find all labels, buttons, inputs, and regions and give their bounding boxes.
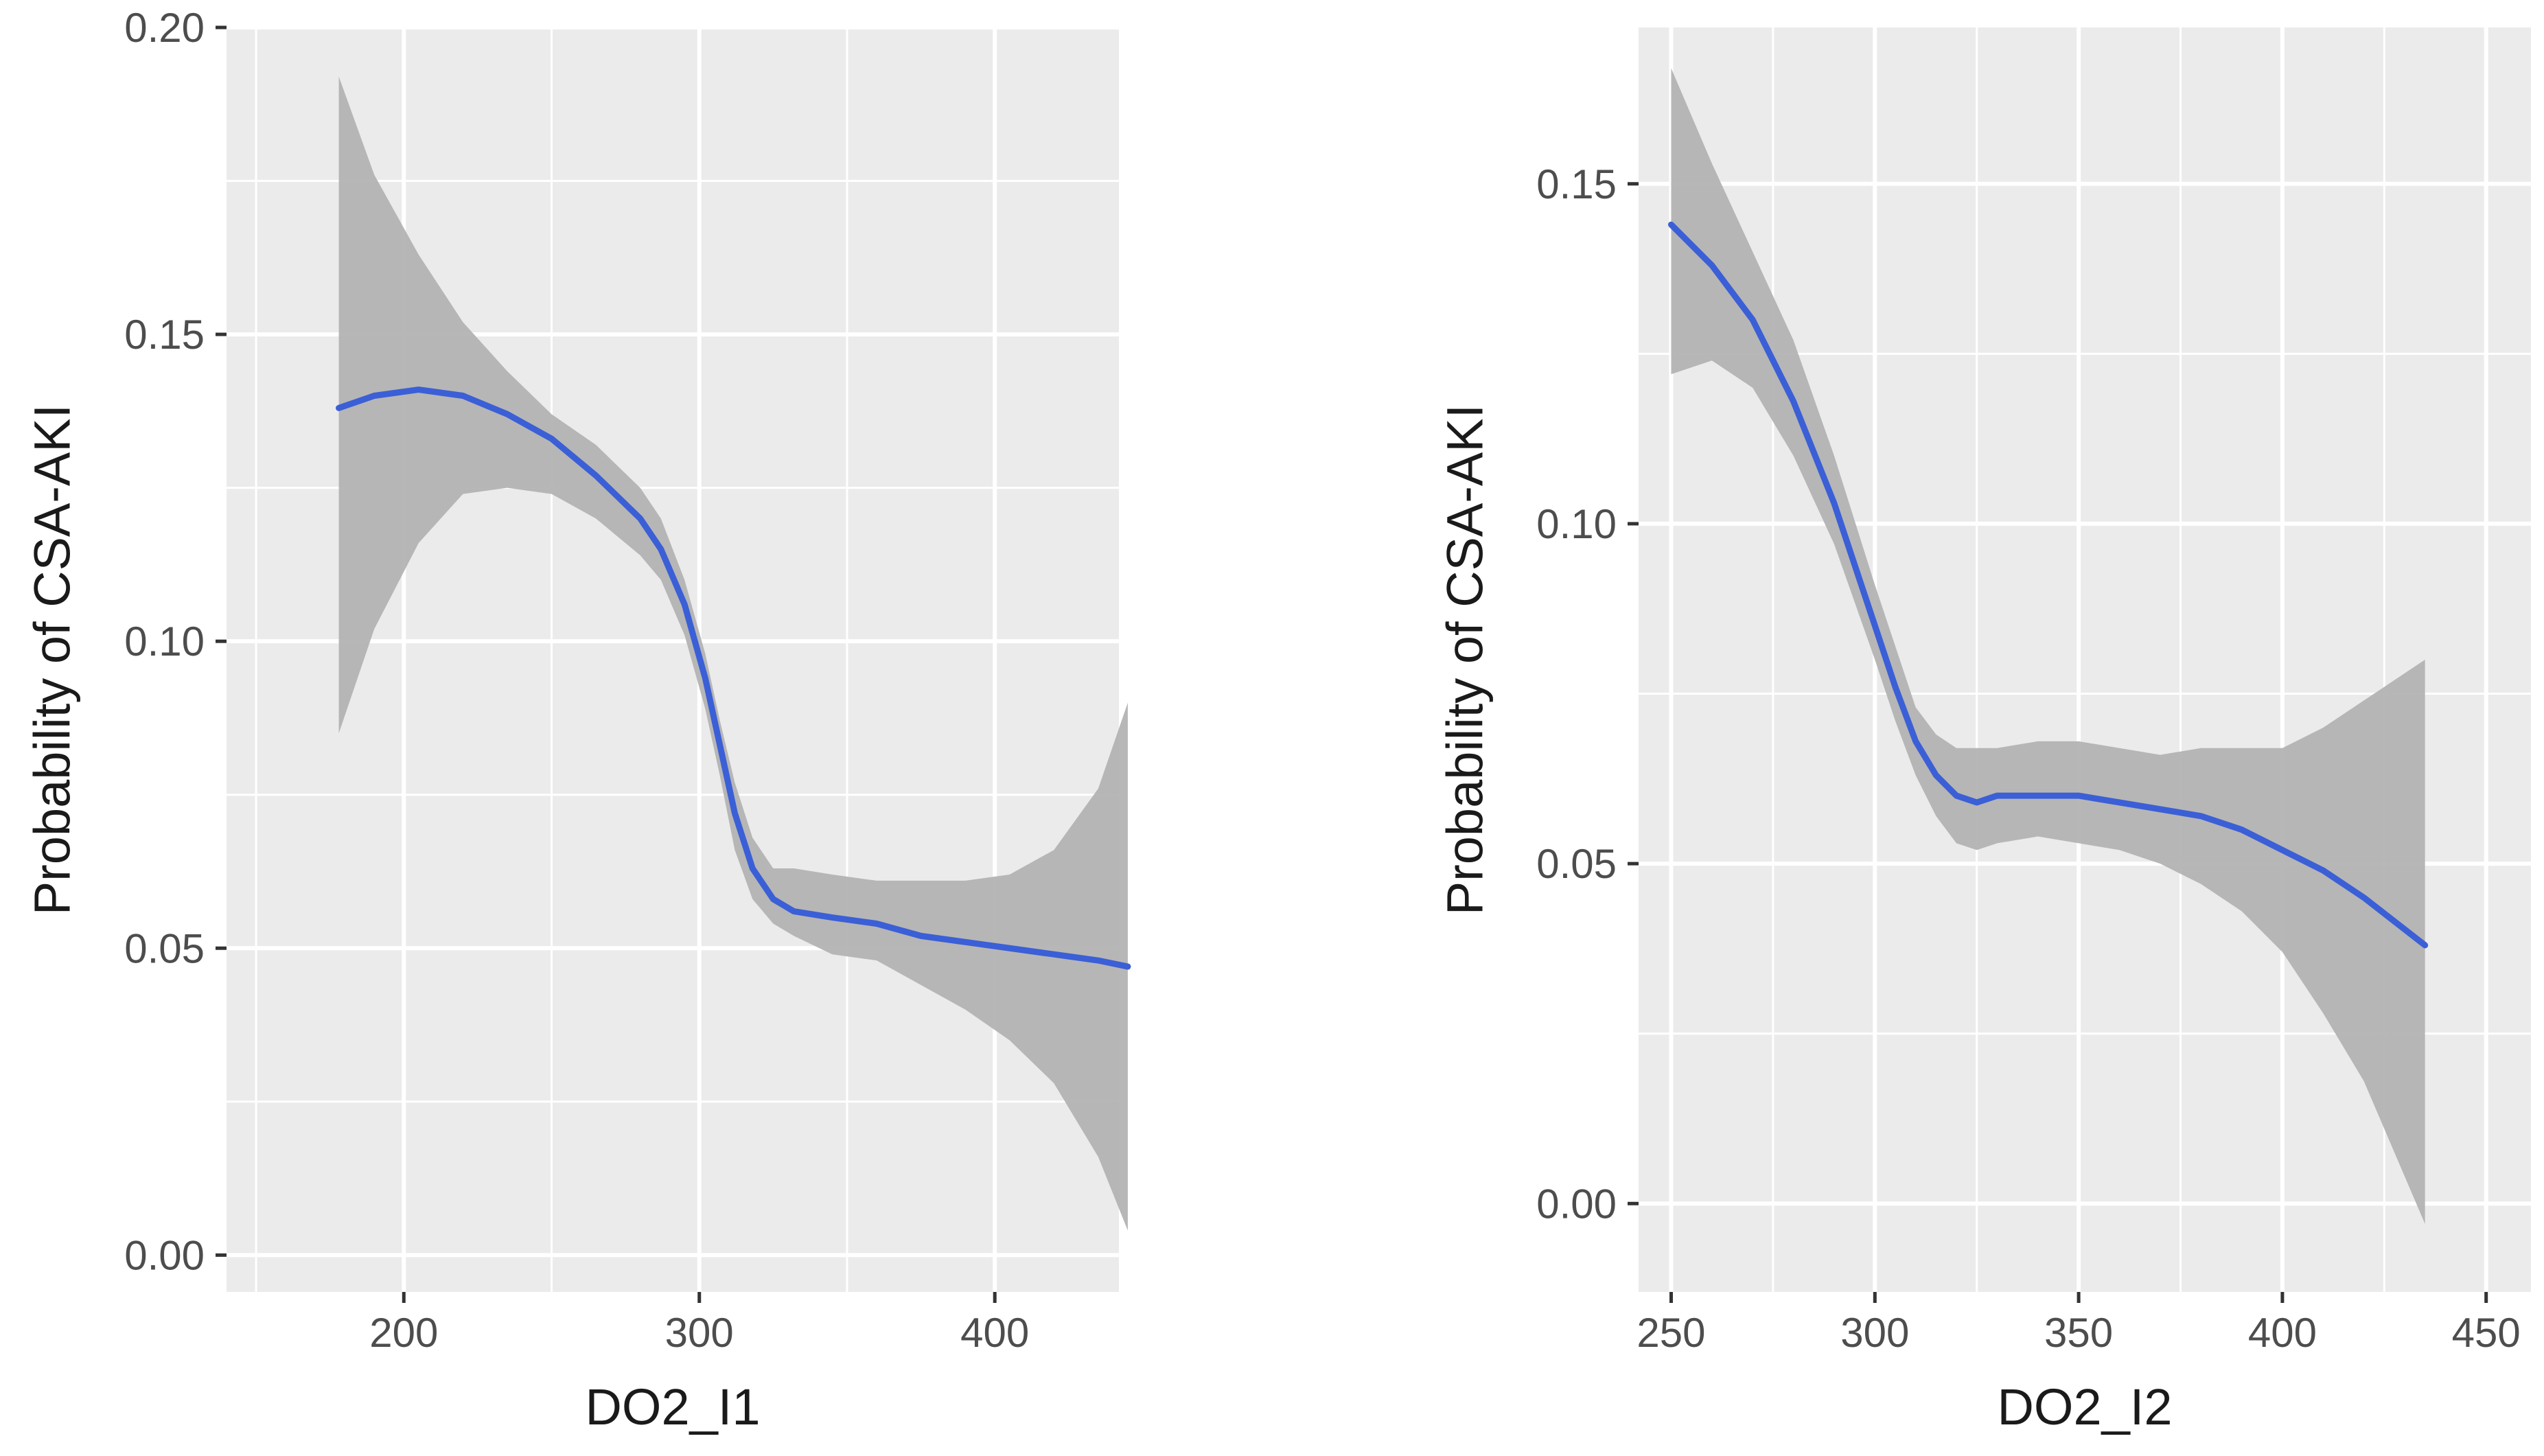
panel-2-smooth-line bbox=[1667, 221, 2429, 949]
chart-panel-1: 200 300 400 0.00 0.05 0.10 0.15 0.20 DO2_I1 Pro… bbox=[24, 5, 1131, 1435]
y-tick-label: 0.05 bbox=[124, 925, 205, 971]
y-tick-label: 0.00 bbox=[124, 1232, 205, 1278]
panel-1-smooth-line bbox=[336, 386, 1131, 970]
panel-2-y-axis-title: Probability of CSA-AKI bbox=[1437, 404, 1494, 915]
x-tick-label: 300 bbox=[1840, 1310, 1909, 1356]
y-tick-label: 0.05 bbox=[1536, 841, 1617, 887]
panel-1-x-axis-title: DO2_I1 bbox=[585, 1378, 760, 1435]
panel-1-ticks: 200 300 400 0.00 0.05 0.10 0.15 0.20 bbox=[124, 5, 1029, 1356]
panel-2-x-axis-title: DO2_I2 bbox=[1997, 1378, 2172, 1435]
panel-2-ticks: 250 300 350 400 450 0.00 0.05 0.10 0.15 bbox=[1536, 161, 2521, 1356]
y-tick-label: 0.10 bbox=[124, 619, 205, 665]
x-tick-label: 450 bbox=[2452, 1310, 2521, 1356]
y-tick-label: 0.20 bbox=[124, 5, 205, 51]
panel-1-y-axis-title: Probability of CSA-AKI bbox=[24, 404, 81, 915]
y-tick-label: 0.15 bbox=[1536, 161, 1617, 207]
x-tick-label: 250 bbox=[1637, 1310, 1705, 1356]
x-tick-label: 350 bbox=[2044, 1310, 2113, 1356]
y-tick-label: 0.10 bbox=[1536, 501, 1617, 547]
x-tick-label: 300 bbox=[665, 1310, 734, 1356]
y-tick-label: 0.00 bbox=[1536, 1181, 1617, 1227]
chart-panel-2: 250 300 350 400 450 0.00 0.05 0.10 0.15 DO2_I2 P… bbox=[1437, 27, 2531, 1435]
panel-1-confidence-band bbox=[338, 76, 1128, 1231]
y-tick-label: 0.15 bbox=[124, 312, 205, 358]
x-tick-label: 400 bbox=[2248, 1310, 2317, 1356]
x-tick-label: 400 bbox=[960, 1310, 1029, 1356]
x-tick-label: 200 bbox=[369, 1310, 438, 1356]
